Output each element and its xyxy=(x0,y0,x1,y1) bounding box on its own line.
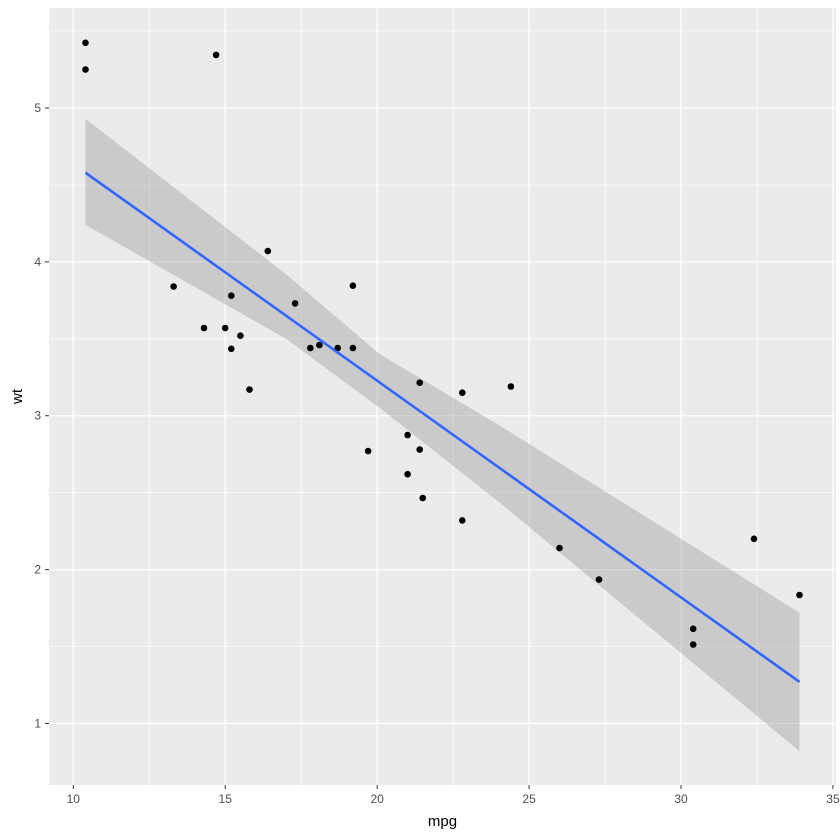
data-point xyxy=(349,344,357,352)
data-point xyxy=(459,389,466,397)
data-point xyxy=(316,341,323,349)
data-point xyxy=(689,625,697,633)
data-point xyxy=(349,282,357,290)
data-point xyxy=(264,247,272,255)
data-point xyxy=(419,494,427,502)
data-point xyxy=(416,379,424,387)
minor-gridlines xyxy=(49,8,836,785)
confidence-band-layer xyxy=(85,118,800,752)
y-axis-title: wt xyxy=(9,388,26,405)
data-point xyxy=(228,292,235,300)
x-tick-label: 25 xyxy=(522,792,536,806)
data-point xyxy=(212,51,220,59)
data-point xyxy=(689,641,697,648)
y-tick-label: 5 xyxy=(34,101,41,115)
data-point xyxy=(200,324,208,332)
x-tick-label: 20 xyxy=(370,792,384,806)
data-point xyxy=(82,66,89,73)
data-points xyxy=(82,39,803,648)
data-point xyxy=(404,470,411,478)
y-tick-label: 3 xyxy=(34,409,41,423)
data-point xyxy=(82,39,89,47)
x-tick-label: 15 xyxy=(219,792,233,806)
data-point xyxy=(237,332,244,340)
fit-line-layer xyxy=(84,171,801,683)
data-point xyxy=(364,447,372,455)
data-point xyxy=(595,576,603,583)
data-point xyxy=(796,591,803,599)
x-tick-label: 10 xyxy=(67,792,81,806)
data-point xyxy=(556,544,563,552)
x-axis: 10 15 20 25 30 35 xyxy=(67,785,840,806)
y-tick-label: 4 xyxy=(34,255,41,269)
plot-panel xyxy=(49,8,836,785)
data-point xyxy=(291,300,299,307)
data-point xyxy=(507,383,515,390)
data-point xyxy=(170,283,177,290)
data-point xyxy=(334,344,342,352)
y-tick-label: 1 xyxy=(34,716,41,730)
x-tick-label: 35 xyxy=(826,792,840,806)
major-gridlines xyxy=(49,8,836,785)
data-point xyxy=(228,345,235,353)
data-point xyxy=(221,324,229,332)
data-point xyxy=(307,344,314,352)
x-axis-title: mpg xyxy=(428,813,457,830)
confidence-band xyxy=(85,118,800,752)
y-tick-label: 2 xyxy=(34,563,41,577)
data-point xyxy=(750,535,758,543)
y-axis: 1 2 3 4 5 xyxy=(34,101,49,730)
data-point xyxy=(416,446,424,453)
data-point xyxy=(459,517,466,524)
fit-line xyxy=(84,171,801,683)
x-tick-label: 30 xyxy=(674,792,688,806)
data-point xyxy=(246,386,253,393)
data-point xyxy=(404,431,411,439)
